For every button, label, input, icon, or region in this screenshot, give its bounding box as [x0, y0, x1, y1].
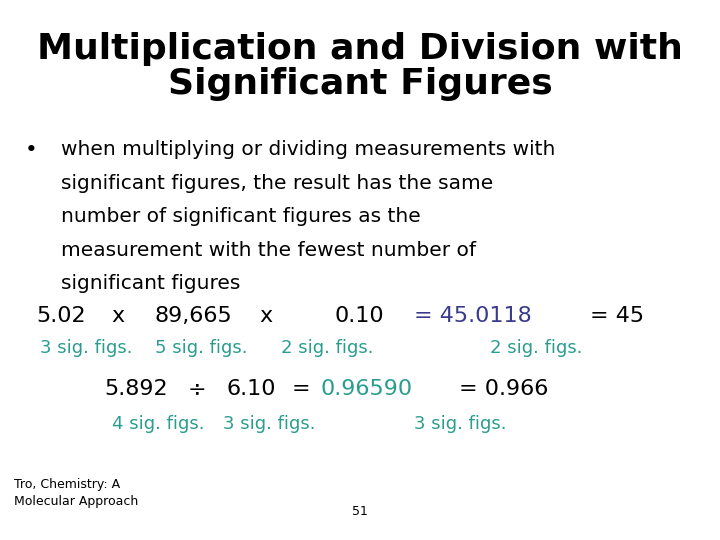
- Text: 51: 51: [352, 505, 368, 518]
- Text: = 45: = 45: [590, 306, 644, 326]
- Text: 3 sig. figs.: 3 sig. figs.: [223, 415, 315, 433]
- Text: 2 sig. figs.: 2 sig. figs.: [281, 339, 373, 357]
- Text: ÷: ÷: [187, 379, 206, 399]
- Text: 5.892: 5.892: [104, 379, 168, 399]
- Text: 2 sig. figs.: 2 sig. figs.: [490, 339, 582, 357]
- Text: 5 sig. figs.: 5 sig. figs.: [155, 339, 247, 357]
- Text: x: x: [259, 306, 272, 326]
- Text: x: x: [112, 306, 125, 326]
- Text: 89,665: 89,665: [155, 306, 233, 326]
- Text: 3 sig. figs.: 3 sig. figs.: [414, 415, 506, 433]
- Text: =: =: [292, 379, 310, 399]
- Text: Multiplication and Division with: Multiplication and Division with: [37, 32, 683, 65]
- Text: significant figures, the result has the same: significant figures, the result has the …: [61, 174, 493, 193]
- Text: significant figures: significant figures: [61, 274, 240, 293]
- Text: measurement with the fewest number of: measurement with the fewest number of: [61, 241, 476, 260]
- Text: 6.10: 6.10: [227, 379, 276, 399]
- Text: = 0.966: = 0.966: [459, 379, 549, 399]
- Text: = 45.0118: = 45.0118: [414, 306, 532, 326]
- Text: when multiplying or dividing measurements with: when multiplying or dividing measurement…: [61, 140, 556, 159]
- Text: number of significant figures as the: number of significant figures as the: [61, 207, 421, 226]
- Text: 0.10: 0.10: [335, 306, 384, 326]
- Text: 3 sig. figs.: 3 sig. figs.: [40, 339, 132, 357]
- Text: Tro, Chemistry: A
Molecular Approach: Tro, Chemistry: A Molecular Approach: [14, 477, 139, 508]
- Text: 4 sig. figs.: 4 sig. figs.: [112, 415, 204, 433]
- Text: 5.02: 5.02: [36, 306, 86, 326]
- Text: •: •: [25, 140, 38, 160]
- Text: Significant Figures: Significant Figures: [168, 67, 552, 100]
- Text: 0.96590: 0.96590: [320, 379, 413, 399]
